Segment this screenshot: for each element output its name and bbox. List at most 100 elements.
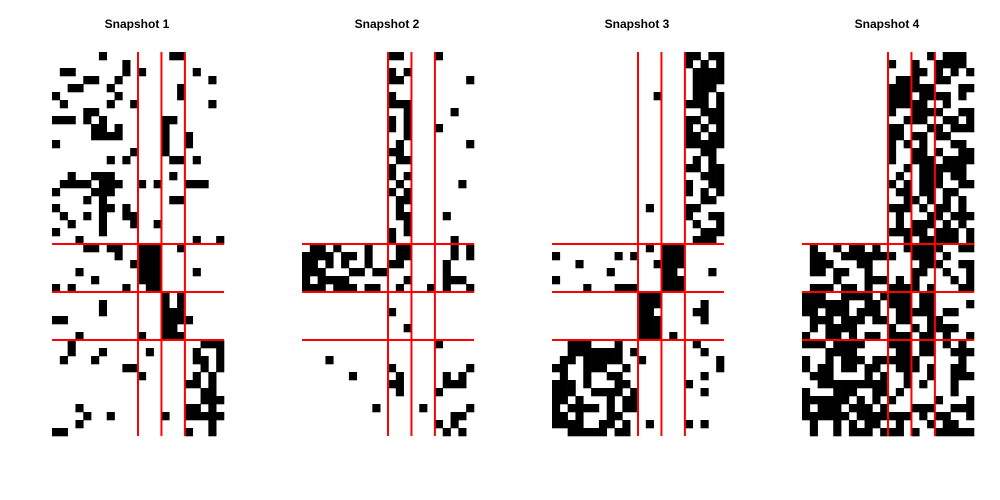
matrix-cell — [622, 428, 631, 437]
matrix-cell — [856, 292, 865, 301]
matrix-cell — [895, 188, 904, 197]
matrix-cell — [950, 68, 959, 77]
matrix-cell — [614, 252, 623, 261]
matrix-cell — [388, 188, 397, 197]
matrix-cell — [466, 140, 475, 149]
matrix-cell — [348, 284, 358, 293]
matrix-cell — [669, 268, 678, 277]
matrix-cell — [388, 364, 397, 373]
matrix-cell — [559, 380, 568, 389]
matrix-cell — [442, 212, 451, 221]
matrix-cell — [395, 260, 404, 269]
matrix-cell — [903, 204, 912, 213]
matrix-cell — [716, 76, 725, 85]
matrix-cell — [934, 172, 944, 181]
matrix-cell — [403, 276, 412, 285]
matrix-cell — [645, 244, 654, 253]
matrix-cell — [934, 180, 944, 189]
matrix-cell — [700, 388, 709, 397]
matrix-cell — [333, 276, 342, 285]
matrix-cell — [575, 428, 584, 437]
matrix-cell — [395, 156, 404, 165]
matrix-cell — [911, 116, 920, 125]
matrix-cell — [802, 308, 811, 317]
matrix-cell — [145, 268, 154, 277]
matrix-cell — [645, 420, 654, 429]
matrix-cell — [716, 108, 725, 117]
matrix-cell — [52, 92, 61, 101]
matrix-cell — [809, 260, 818, 269]
matrix-cell — [856, 428, 865, 437]
matrix-cell — [809, 268, 818, 277]
matrix-cell — [458, 180, 467, 189]
matrix-cell — [864, 252, 873, 261]
matrix-cell — [903, 316, 912, 325]
matrix-cell — [966, 68, 975, 77]
matrix-cell — [903, 76, 912, 85]
matrix-cell — [700, 308, 709, 317]
matrix-cell — [169, 52, 178, 61]
block-dividers-2 — [302, 52, 474, 436]
matrix-cell — [911, 228, 920, 237]
matrix-cell — [919, 228, 928, 237]
matrix-cell — [177, 332, 186, 341]
matrix-cell — [388, 228, 397, 237]
matrix-cell — [59, 68, 68, 77]
matrix-cell — [200, 364, 209, 373]
matrix-cell — [700, 236, 709, 245]
matrix-cell — [934, 68, 944, 77]
matrix-cell — [575, 404, 584, 413]
matrix-cell — [966, 396, 975, 405]
matrix-cell — [825, 356, 834, 365]
matrix-cell — [880, 412, 889, 421]
matrix-cell — [817, 372, 826, 381]
matrix-cell — [958, 140, 967, 149]
matrix-cell — [388, 100, 397, 109]
matrix-cell — [966, 84, 975, 93]
matrix-cell — [802, 332, 811, 341]
matrix-cell — [153, 220, 162, 229]
matrix-cell — [919, 92, 928, 101]
matrix-cell — [708, 180, 717, 189]
matrix-cell — [106, 156, 115, 165]
matrix-cell — [888, 292, 897, 301]
matrix-cell — [427, 284, 436, 293]
matrix-cell — [403, 188, 412, 197]
matrix-cell — [395, 388, 404, 397]
matrix-cell — [919, 300, 928, 309]
matrix-cell — [919, 332, 928, 341]
matrix-cell — [52, 188, 61, 197]
matrix-cell — [848, 316, 858, 325]
matrix-cell — [950, 372, 959, 381]
matrix-cell — [950, 188, 959, 197]
matrix-cell — [919, 68, 928, 77]
matrix-cell — [942, 412, 951, 421]
matrix-cell — [919, 292, 928, 301]
matrix-cell — [934, 228, 944, 237]
matrix-cell — [388, 124, 397, 133]
matrix-cell — [395, 100, 404, 109]
matrix-cell — [356, 268, 365, 277]
matrix-cell — [809, 372, 818, 381]
matrix-cell — [591, 348, 600, 357]
matrix-cell — [950, 420, 959, 429]
matrix-cell — [606, 356, 615, 365]
matrix-cell — [52, 428, 61, 437]
matrix-cell — [52, 284, 61, 293]
matrix-cell — [817, 380, 826, 389]
matrix-cell — [177, 52, 186, 61]
matrix-cell — [817, 300, 826, 309]
matrix-cell — [950, 124, 959, 133]
matrix-cell — [927, 188, 936, 197]
matrix-cell — [114, 124, 123, 133]
matrix-cell — [458, 428, 467, 437]
matrix-cell — [583, 284, 592, 293]
matrix-cell — [317, 276, 326, 285]
matrix-cell — [388, 380, 397, 389]
matrix-cell — [75, 332, 84, 341]
matrix-cell — [919, 260, 928, 269]
matrix-cell — [208, 396, 217, 405]
matrix-cell — [161, 324, 170, 333]
matrix-cell — [684, 164, 694, 173]
